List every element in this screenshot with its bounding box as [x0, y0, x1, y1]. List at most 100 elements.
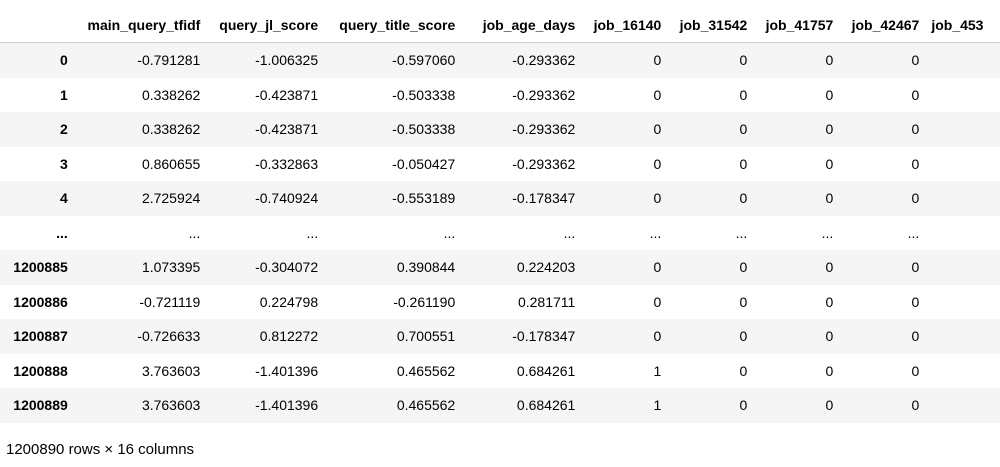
table-cell: ... — [188, 224, 201, 241]
table-row: 1200889 3.763603 -1.401396 0.465562 0.684261… — [0, 388, 1000, 423]
row-index: 1200889 — [13, 397, 68, 414]
table-cell: 0 — [739, 362, 748, 379]
table-cell: 0 — [653, 293, 662, 310]
table-cell: 0 — [911, 259, 920, 276]
row-index: ... — [56, 224, 68, 241]
table-cell: 0 — [911, 52, 920, 69]
table-cell: 0 — [739, 328, 748, 345]
table-cell: -0.726633 — [137, 328, 201, 345]
table-cell: 0.700551 — [396, 328, 456, 345]
column-header: job_31542 — [673, 8, 760, 43]
table-cell: 0.860655 — [141, 155, 201, 172]
table-cell — [931, 181, 1000, 216]
table-cell: 3.763603 — [141, 362, 201, 379]
table-cell — [931, 285, 1000, 320]
table-row: 3 0.860655 -0.332863 -0.050427 -0.293362 0 0 0 0 — [0, 146, 1000, 182]
table-cell: 0.224798 — [259, 293, 319, 310]
table-cell: 1.073395 — [141, 259, 201, 276]
table-row: 1200887 -0.726633 0.812272 0.700551 -0.17834… — [0, 319, 1000, 354]
table-cell: -0.423871 — [255, 121, 319, 138]
table-cell: -0.721119 — [139, 293, 201, 310]
table-cell: 0.465562 — [396, 397, 456, 414]
table-cell: 0.390844 — [396, 259, 456, 276]
table-cell: 0 — [825, 362, 834, 379]
table-cell: 0.684261 — [516, 362, 576, 379]
table-cell: 0 — [911, 293, 920, 310]
table-cell: 0 — [653, 155, 662, 172]
column-header: job_42467 — [845, 8, 932, 43]
table-row: 1 0.338262 -0.423871 -0.503338 -0.293362 0 0 0 0 — [0, 77, 1000, 113]
table-cell: 0 — [825, 293, 834, 310]
column-header: query_title_score — [330, 8, 468, 43]
table-cell: -0.050427 — [392, 155, 456, 172]
table-cell: ... — [563, 224, 576, 241]
index-header — [0, 8, 80, 43]
table-cell — [931, 354, 1000, 389]
column-header: job_453 — [931, 8, 1000, 43]
table-cell: 2.725924 — [141, 190, 201, 207]
table-cell: ... — [649, 224, 662, 241]
table-cell: 0 — [825, 155, 834, 172]
table-cell: 0 — [825, 52, 834, 69]
table-row: 4 2.725924 -0.740924 -0.553189 -0.178347 0 0 0 0 — [0, 181, 1000, 216]
table-cell: 0 — [653, 52, 662, 69]
table-cell: 0 — [911, 86, 920, 103]
table-cell: 0 — [739, 397, 748, 414]
table-cell: 0 — [739, 293, 748, 310]
table-cell: 0 — [739, 121, 748, 138]
table-cell: -0.597060 — [392, 52, 456, 69]
table-cell: -1.401396 — [255, 362, 319, 379]
table-cell — [931, 78, 1000, 113]
table-cell: 0.338262 — [141, 86, 201, 103]
row-index: 3 — [60, 155, 68, 172]
table-body: 0 -0.791281 -1.006325 -0.597060 -0.293362 0 0 0… — [0, 42, 1000, 423]
table-cell — [931, 147, 1000, 182]
table-cell: -0.293362 — [512, 86, 576, 103]
row-index: 1200888 — [13, 362, 68, 379]
table-cell: 0 — [739, 190, 748, 207]
table-cell: 0 — [653, 86, 662, 103]
table-cell: -0.304072 — [255, 259, 319, 276]
table-cell: ... — [443, 224, 456, 241]
table-cell: -1.401396 — [255, 397, 319, 414]
table-cell: 0 — [653, 328, 662, 345]
table-row: ........................... — [0, 215, 1000, 251]
table-row: 1200888 3.763603 -1.401396 0.465562 0.684261… — [0, 353, 1000, 389]
row-index: 1 — [60, 86, 68, 103]
table-cell: -0.293362 — [512, 121, 576, 138]
table-cell — [931, 216, 1000, 251]
table-cell: ... — [907, 224, 920, 241]
table-cell: 0 — [825, 259, 834, 276]
table-cell: -0.178347 — [512, 328, 576, 345]
table-cell: 0 — [911, 190, 920, 207]
row-index: 1200885 — [13, 259, 68, 276]
table-cell — [931, 43, 1000, 78]
table-row: 2 0.338262 -0.423871 -0.503338 -0.293362 0 0 0 0 — [0, 112, 1000, 147]
table-cell: -0.261190 — [393, 293, 456, 310]
table-cell: -0.293362 — [512, 155, 576, 172]
table-cell: 0 — [825, 121, 834, 138]
table-cell — [931, 250, 1000, 285]
table-cell: 0 — [911, 121, 920, 138]
table-cell: 0.338262 — [141, 121, 201, 138]
table-row: 1200885 1.073395 -0.304072 0.390844 0.224203… — [0, 250, 1000, 285]
column-header: main_query_tfidf — [79, 8, 213, 43]
table-row: 1200886 -0.721119 0.224798 -0.261190 0.28171… — [0, 284, 1000, 320]
table-header-row: main_query_tfidf query_jl_score query_titl… — [0, 8, 1000, 43]
row-index: 2 — [60, 121, 68, 138]
table-cell: 0 — [739, 52, 748, 69]
table-cell: 0 — [653, 190, 662, 207]
row-index: 1200887 — [13, 328, 68, 345]
row-index: 0 — [60, 52, 68, 69]
table-cell — [931, 388, 1000, 423]
table-cell: 0 — [911, 155, 920, 172]
column-header: job_41757 — [759, 8, 846, 43]
table-cell: 0 — [739, 86, 748, 103]
dataframe-table: main_query_tfidf query_jl_score query_titl… — [0, 8, 1000, 423]
table-cell: 0 — [653, 259, 662, 276]
table-cell: 0.684261 — [516, 397, 576, 414]
column-header: query_jl_score — [212, 8, 331, 43]
table-cell: -0.178347 — [512, 190, 576, 207]
dataframe-shape-label: 1200890 rows × 16 columns — [6, 441, 195, 458]
